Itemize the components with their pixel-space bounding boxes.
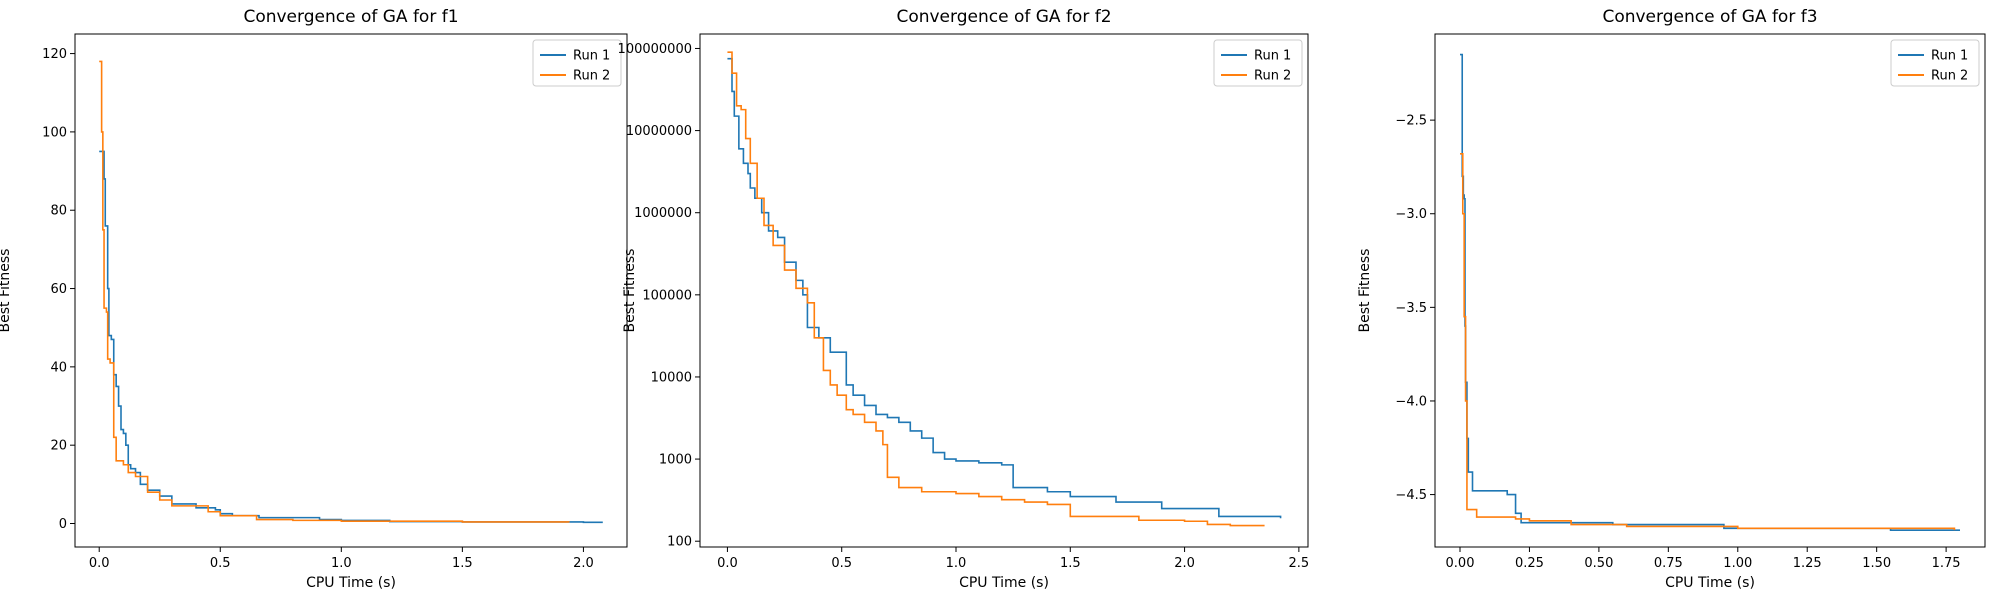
y-tick-label: −4.0 [1395, 394, 1427, 409]
chart-title: Convergence of GA for f2 [896, 7, 1111, 27]
series-line-run-2 [99, 60, 570, 523]
legend-label: Run 2 [1931, 69, 1968, 84]
chart-panel-f3: Convergence of GA for f3 CPU Time (s) Best… [1357, 7, 1986, 591]
y-tick-label: 0 [59, 517, 67, 532]
x-tick-label: 1.5 [452, 556, 473, 571]
x-tick-label: 2.0 [573, 556, 594, 571]
y-tick-label: −2.5 [1395, 114, 1427, 129]
x-axis-label: CPU Time (s) [959, 575, 1049, 591]
y-tick-label: 80 [50, 204, 67, 219]
y-tick-label: 10000 [651, 370, 692, 385]
y-tick-label: 60 [50, 282, 67, 297]
y-tick-label: 120 [42, 47, 67, 62]
y-tick-label: −3.5 [1395, 301, 1427, 316]
x-tick-label: 0.75 [1654, 556, 1683, 571]
legend: Run 1 Run 2 [1890, 39, 1980, 87]
x-tick-label: 0.5 [210, 556, 231, 571]
chart-panel-f1: Convergence of GA for f1 CPU Time (s) Best… [0, 7, 628, 591]
y-axis-label: Best Fitness [1357, 249, 1373, 333]
x-tick-label: 2.0 [1174, 556, 1195, 571]
series-line-run-1 [727, 57, 1282, 519]
x-tick-label: 1.0 [946, 556, 967, 571]
x-tick-label: 1.25 [1793, 556, 1822, 571]
legend-label: Run 1 [1254, 49, 1291, 64]
chart-title: Convergence of GA for f1 [243, 7, 458, 27]
series-line-run-2 [727, 51, 1265, 527]
x-tick-label: 1.00 [1723, 556, 1752, 571]
legend-label: Run 2 [1254, 69, 1291, 84]
y-tick-label: 10000000 [626, 124, 692, 139]
legend: Run 1 Run 2 [532, 39, 622, 87]
x-tick-label: 1.5 [1060, 556, 1081, 571]
x-tick-label: 1.50 [1862, 556, 1891, 571]
x-axis-label: CPU Time (s) [1665, 575, 1755, 591]
y-tick-label: 40 [50, 360, 67, 375]
y-tick-label: 1000000 [634, 206, 692, 221]
series-line-run-1 [99, 150, 603, 524]
legend-label: Run 1 [1931, 49, 1968, 64]
x-tick-label: 1.75 [1932, 556, 1961, 571]
y-tick-label: −4.5 [1395, 488, 1427, 503]
legend: Run 1 Run 2 [1213, 39, 1303, 87]
plot-frame [1434, 33, 1986, 548]
x-tick-label: 0.25 [1515, 556, 1544, 571]
legend-label: Run 2 [573, 69, 610, 84]
series-line-run-2 [1460, 153, 1956, 531]
y-tick-label: 1000 [659, 453, 692, 468]
y-axis-label: Best Fitness [622, 249, 638, 333]
x-tick-label: 0.5 [831, 556, 852, 571]
x-tick-label: 0.00 [1446, 556, 1475, 571]
y-tick-label: −3.0 [1395, 207, 1427, 222]
x-tick-label: 0.0 [717, 556, 738, 571]
x-tick-label: 0.0 [89, 556, 110, 571]
x-tick-label: 1.0 [331, 556, 352, 571]
y-tick-label: 100 [42, 125, 67, 140]
y-axis-label: Best Fitness [0, 249, 13, 333]
y-tick-label: 100 [667, 535, 692, 550]
x-axis-label: CPU Time (s) [306, 575, 396, 591]
chart-panel-f2: Convergence of GA for f2 CPU Time (s) Best… [618, 7, 1310, 591]
chart-title: Convergence of GA for f3 [1602, 7, 1817, 27]
plot-frame [74, 33, 628, 548]
x-tick-label: 2.5 [1289, 556, 1310, 571]
x-tick-label: 0.50 [1584, 556, 1613, 571]
series-line-run-1 [1460, 53, 1960, 531]
legend-label: Run 1 [573, 49, 610, 64]
y-tick-label: 20 [50, 439, 67, 454]
y-tick-label: 100000000 [618, 42, 692, 57]
plot-frame [699, 33, 1309, 548]
y-tick-label: 100000 [642, 288, 692, 303]
